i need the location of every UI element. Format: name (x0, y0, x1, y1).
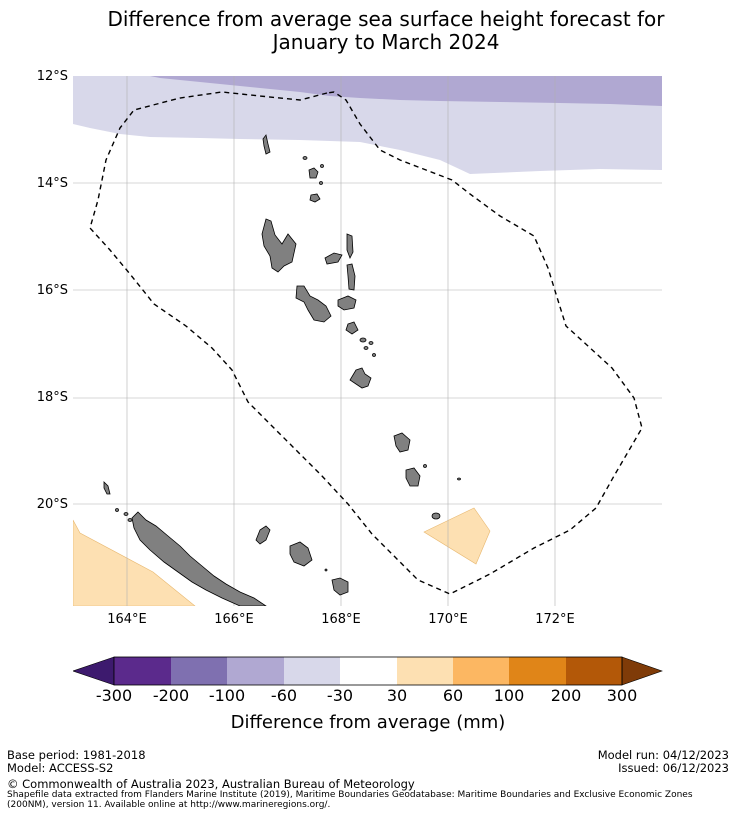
colorbar-tick-label: -200 (152, 686, 190, 705)
vanuatu-islands (261, 134, 461, 520)
colorbar-bin-5 (340, 657, 397, 685)
colorbar-tick-label: 100 (493, 686, 525, 705)
negative-anomaly-band (150, 76, 662, 106)
lon-label-164e: 164°E (107, 612, 147, 627)
colorbar-bin-3 (227, 657, 284, 685)
colorbar-bin-1 (114, 657, 171, 685)
lon-label-170e: 170°E (428, 612, 468, 627)
lat-label-16s: 16°S (36, 283, 68, 298)
chart-title: Difference from average sea surface heig… (0, 8, 736, 54)
colorbar-extend-high (621, 656, 663, 686)
colorbar-title: Difference from average (mm) (230, 712, 506, 733)
gridlines (73, 76, 662, 606)
positive-anomaly-patch-southwest (73, 519, 196, 606)
colorbar-tick-label: 300 (606, 686, 638, 705)
colorbar-tick-label: 200 (550, 686, 582, 705)
lat-label-18s: 18°S (36, 390, 68, 405)
issued-date: Issued: 06/12/2023 (618, 761, 729, 775)
colorbar-tick-label: 60 (442, 686, 464, 705)
colorbar-tick-label: -60 (270, 686, 298, 705)
colorbar-bin-4 (284, 657, 340, 685)
positive-anomaly-patch-east (423, 507, 491, 565)
lat-label-20s: 20°S (36, 497, 68, 512)
colorbar-bin-7 (453, 657, 509, 685)
lat-label-14s: 14°S (36, 176, 68, 191)
loyalty-islands (255, 525, 349, 596)
colorbar-extend-low (73, 656, 115, 686)
colorbar-tick-label: -30 (326, 686, 354, 705)
model-name: Model: ACCESS-S2 (7, 761, 114, 775)
colorbar-tick-label: -100 (208, 686, 246, 705)
colorbar-bin-6 (397, 657, 453, 685)
lon-label-168e: 168°E (321, 612, 361, 627)
title-line-1: Difference from average sea surface heig… (107, 7, 665, 31)
title-line-2: January to March 2024 (272, 30, 500, 54)
colorbar (73, 656, 663, 686)
model-run-date: Model run: 04/12/2023 (597, 748, 729, 762)
map-panel (73, 76, 662, 606)
lat-label-12s: 12°S (36, 69, 68, 84)
base-period: Base period: 1981-2018 (7, 748, 146, 762)
colorbar-bin-8 (509, 657, 566, 685)
lon-label-172e: 172°E (535, 612, 575, 627)
colorbar-bin-2 (171, 657, 227, 685)
new-caledonia (103, 481, 267, 606)
lon-label-166e: 166°E (214, 612, 254, 627)
colorbar-tick-label: -300 (95, 686, 133, 705)
data-sources: Shapefile data extracted from Flanders M… (7, 790, 693, 810)
colorbar-bin-9 (566, 657, 622, 685)
colorbar-tick-label: 30 (386, 686, 408, 705)
colorbar-frame (113, 656, 623, 686)
copyright-notice: © Commonwealth of Australia 2023, Austra… (7, 777, 415, 791)
